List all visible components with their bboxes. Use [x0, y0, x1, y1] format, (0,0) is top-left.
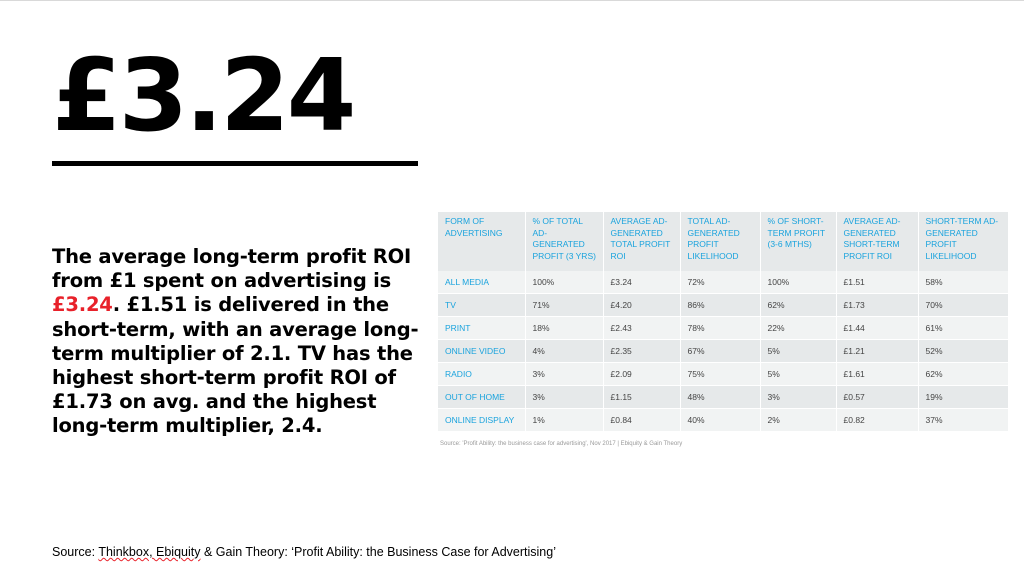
- cell: 19%: [918, 385, 1009, 409]
- header-total-likelihood: TOTAL AD-GENERATED PROFIT LIKELIHOOD: [680, 212, 761, 271]
- cell: 58%: [918, 271, 1009, 294]
- row-label: ONLINE DISPLAY: [438, 408, 526, 432]
- cell: 100%: [525, 271, 604, 294]
- header-avg-short-roi: AVERAGE AD-GENERATED SHORT-TERM PROFIT R…: [836, 212, 919, 271]
- top-divider: [0, 0, 1024, 1]
- cell: 78%: [680, 316, 761, 340]
- table-row: PRINT 18% £2.43 78% 22% £1.44 61%: [438, 316, 1009, 340]
- cell: £2.43: [603, 316, 681, 340]
- cell: 86%: [680, 293, 761, 317]
- cell: 4%: [525, 339, 604, 363]
- cell: £1.61: [836, 362, 919, 386]
- summary-text-1: The average long-term profit ROI from £1…: [52, 245, 412, 293]
- header-short-likelihood: SHORT-TERM AD-GENERATED PROFIT LIKELIHOO…: [918, 212, 1009, 271]
- cell: 52%: [918, 339, 1009, 363]
- source-label: Source:: [52, 545, 96, 559]
- cell: 3%: [760, 385, 837, 409]
- cell: 62%: [918, 362, 1009, 386]
- row-label: OUT OF HOME: [438, 385, 526, 409]
- header-form: FORM OF ADVERTISING: [438, 212, 526, 271]
- row-label: TV: [438, 293, 526, 317]
- cell: 72%: [680, 271, 761, 294]
- row-label: ONLINE VIDEO: [438, 339, 526, 363]
- cell: 71%: [525, 293, 604, 317]
- cell: 5%: [760, 339, 837, 363]
- cell: 70%: [918, 293, 1009, 317]
- cell: 100%: [760, 271, 837, 294]
- cell: 75%: [680, 362, 761, 386]
- cell: £0.57: [836, 385, 919, 409]
- cell: £3.24: [603, 271, 681, 294]
- cell: 48%: [680, 385, 761, 409]
- headline-underline: [52, 161, 418, 166]
- cell: 18%: [525, 316, 604, 340]
- cell: £1.15: [603, 385, 681, 409]
- row-label: ALL MEDIA: [438, 271, 526, 294]
- table-row: RADIO 3% £2.09 75% 5% £1.61 62%: [438, 362, 1009, 386]
- cell: £1.73: [836, 293, 919, 317]
- cell: 22%: [760, 316, 837, 340]
- cell: £1.51: [836, 271, 919, 294]
- table-row: ALL MEDIA 100% £3.24 72% 100% £1.51 58%: [438, 271, 1009, 294]
- cell: £0.82: [836, 408, 919, 432]
- cell: £1.44: [836, 316, 919, 340]
- table-row: ONLINE VIDEO 4% £2.35 67% 5% £1.21 52%: [438, 339, 1009, 363]
- header-pct-total: % OF TOTAL AD-GENERATED PROFIT (3 YRS): [525, 212, 604, 271]
- cell: 62%: [760, 293, 837, 317]
- source-citation: Source: Thinkbox, Ebiquity & Gain Theory…: [52, 545, 556, 559]
- source-rest: & Gain Theory: ‘Profit Ability: the Busi…: [200, 545, 556, 559]
- cell: 5%: [760, 362, 837, 386]
- cell: 1%: [525, 408, 604, 432]
- table-header-row: FORM OF ADVERTISING % OF TOTAL AD-GENERA…: [438, 212, 1009, 271]
- cell: 40%: [680, 408, 761, 432]
- summary-text-2: . £1.51 is delivered in the short-term, …: [52, 293, 419, 438]
- table-source-note: Source: 'Profit Ability: the business ca…: [440, 441, 683, 447]
- cell: 3%: [525, 362, 604, 386]
- row-label: PRINT: [438, 316, 526, 340]
- roi-table: FORM OF ADVERTISING % OF TOTAL AD-GENERA…: [438, 212, 1009, 432]
- table-row: OUT OF HOME 3% £1.15 48% 3% £0.57 19%: [438, 385, 1009, 409]
- table-row: TV 71% £4.20 86% 62% £1.73 70%: [438, 293, 1009, 317]
- cell: 2%: [760, 408, 837, 432]
- cell: 37%: [918, 408, 1009, 432]
- cell: £4.20: [603, 293, 681, 317]
- table-row: ONLINE DISPLAY 1% £0.84 40% 2% £0.82 37%: [438, 408, 1009, 432]
- header-pct-short: % OF SHORT-TERM PROFIT (3-6 MTHS): [760, 212, 837, 271]
- row-label: RADIO: [438, 362, 526, 386]
- cell: 61%: [918, 316, 1009, 340]
- headline-figure: £3.24: [52, 37, 356, 154]
- cell: 67%: [680, 339, 761, 363]
- summary-highlight: £3.24: [52, 293, 113, 317]
- cell: £2.09: [603, 362, 681, 386]
- cell: £1.21: [836, 339, 919, 363]
- summary-paragraph: The average long-term profit ROI from £1…: [52, 245, 422, 439]
- source-names: Thinkbox, Ebiquity: [98, 545, 201, 559]
- cell: £0.84: [603, 408, 681, 432]
- header-avg-total-roi: AVERAGE AD-GENERATED TOTAL PROFIT ROI: [603, 212, 681, 271]
- cell: 3%: [525, 385, 604, 409]
- cell: £2.35: [603, 339, 681, 363]
